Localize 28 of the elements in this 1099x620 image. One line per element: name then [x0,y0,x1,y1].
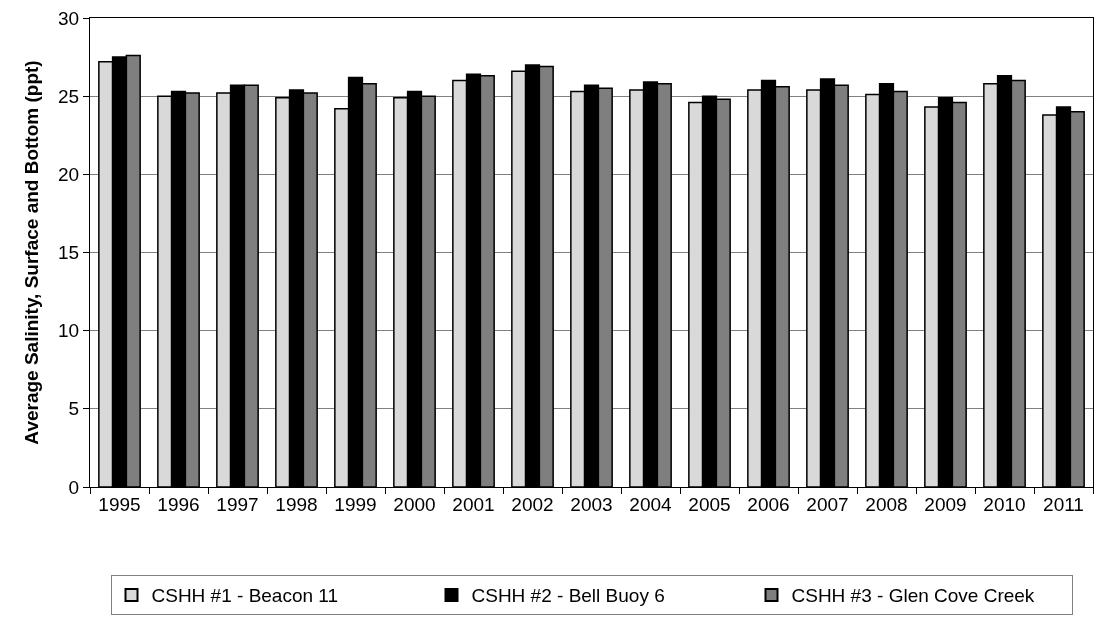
x-tick-label: 2003 [570,493,613,515]
legend-label: CSHH #2 - Bell Buoy 6 [471,585,665,607]
x-tick-label: 1999 [334,493,377,515]
y-tick-label: 30 [58,7,80,29]
x-tick-label: 2002 [511,493,554,515]
x-tick-label: 1996 [157,493,200,515]
x-tick-label: 2007 [806,493,849,515]
y-tick-label: 0 [68,476,80,498]
x-tick-label: 2008 [865,493,908,515]
x-tick-label: 2004 [629,493,673,515]
x-tick-label: 2009 [924,493,967,515]
y-tick-label: 5 [68,398,80,420]
x-tick-label: 2011 [1043,493,1084,515]
x-tick-label: 2000 [393,493,436,515]
x-tick-label: 2001 [452,493,495,515]
y-tick-label: 10 [58,320,80,342]
legend-label: CSHH #3 - Glen Cove Creek [791,585,1035,607]
x-tick-label: 2006 [747,493,790,515]
x-tick-label: 2005 [688,493,731,515]
y-tick-label: 20 [58,163,80,185]
y-axis-title: Average Salinity, Surface and Bottom (ppt) [20,60,42,445]
x-tick-label: 2010 [983,493,1026,515]
x-tick-label: 1997 [216,493,259,515]
y-tick-label: 15 [58,242,80,264]
x-tick-label: 1995 [98,493,141,515]
y-tick-label: 25 [58,85,80,107]
legend-label: CSHH #1 - Beacon 11 [151,585,339,607]
x-tick-label: 1998 [275,493,318,515]
